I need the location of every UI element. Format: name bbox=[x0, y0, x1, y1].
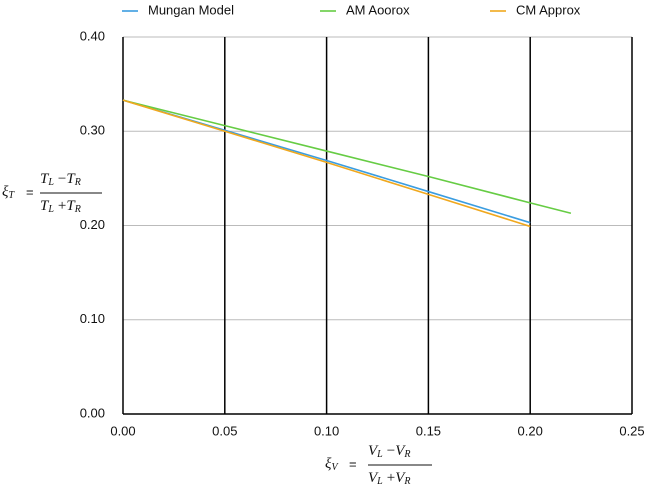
x-tick-label: 0.10 bbox=[314, 423, 339, 438]
numerator: TL −TR bbox=[40, 171, 81, 188]
label-lhs: ξT bbox=[2, 184, 15, 201]
x-tick-label: 0.05 bbox=[212, 423, 237, 438]
symbol: V bbox=[368, 443, 379, 459]
subscript: R bbox=[74, 204, 81, 215]
symbol: T bbox=[66, 171, 76, 187]
subscript: V bbox=[331, 462, 339, 473]
equals: = bbox=[26, 184, 34, 199]
symbol: T bbox=[40, 171, 50, 187]
data-line bbox=[122, 99, 531, 228]
legend-label: Mungan Model bbox=[148, 2, 234, 17]
x-tick-label: 0.00 bbox=[110, 423, 135, 438]
symbol: V bbox=[395, 443, 406, 459]
equals: = bbox=[349, 456, 357, 471]
y-tick-label: 0.30 bbox=[80, 123, 105, 138]
symbol: ξ bbox=[2, 184, 9, 200]
subscript: T bbox=[8, 190, 15, 201]
y-tick-label: 0.00 bbox=[80, 405, 105, 420]
subscript: L bbox=[47, 204, 54, 215]
x-tick-label: 0.20 bbox=[518, 423, 543, 438]
x-tick-label: 0.15 bbox=[416, 423, 441, 438]
y-tick-label: 0.20 bbox=[80, 217, 105, 232]
subscript: L bbox=[47, 177, 54, 188]
denominator: TL +TR bbox=[40, 198, 81, 215]
operator: − bbox=[58, 171, 66, 187]
data-line bbox=[122, 99, 572, 215]
symbol: T bbox=[40, 198, 50, 214]
numerator: VL −VR bbox=[368, 443, 410, 460]
y-tick-label: 0.40 bbox=[80, 28, 105, 43]
label-lhs: ξV bbox=[325, 456, 339, 473]
x-tick-label: 0.25 bbox=[619, 423, 644, 438]
denominator: VL +VR bbox=[368, 470, 410, 487]
symbol: V bbox=[368, 470, 379, 486]
legend-label: AM Aoorox bbox=[346, 2, 410, 17]
subscript: R bbox=[403, 449, 410, 460]
subscript: L bbox=[376, 476, 383, 487]
subscript: R bbox=[74, 177, 81, 188]
subscript: R bbox=[403, 476, 410, 487]
subscript: L bbox=[376, 449, 383, 460]
y-tick-label: 0.10 bbox=[80, 311, 105, 326]
symbol: ξ bbox=[325, 456, 332, 472]
symbol: T bbox=[66, 198, 76, 214]
operator: − bbox=[387, 443, 395, 459]
operator: + bbox=[58, 198, 66, 214]
legend-label: CM Approx bbox=[516, 2, 581, 17]
symbol: V bbox=[395, 470, 406, 486]
operator: + bbox=[387, 470, 395, 486]
